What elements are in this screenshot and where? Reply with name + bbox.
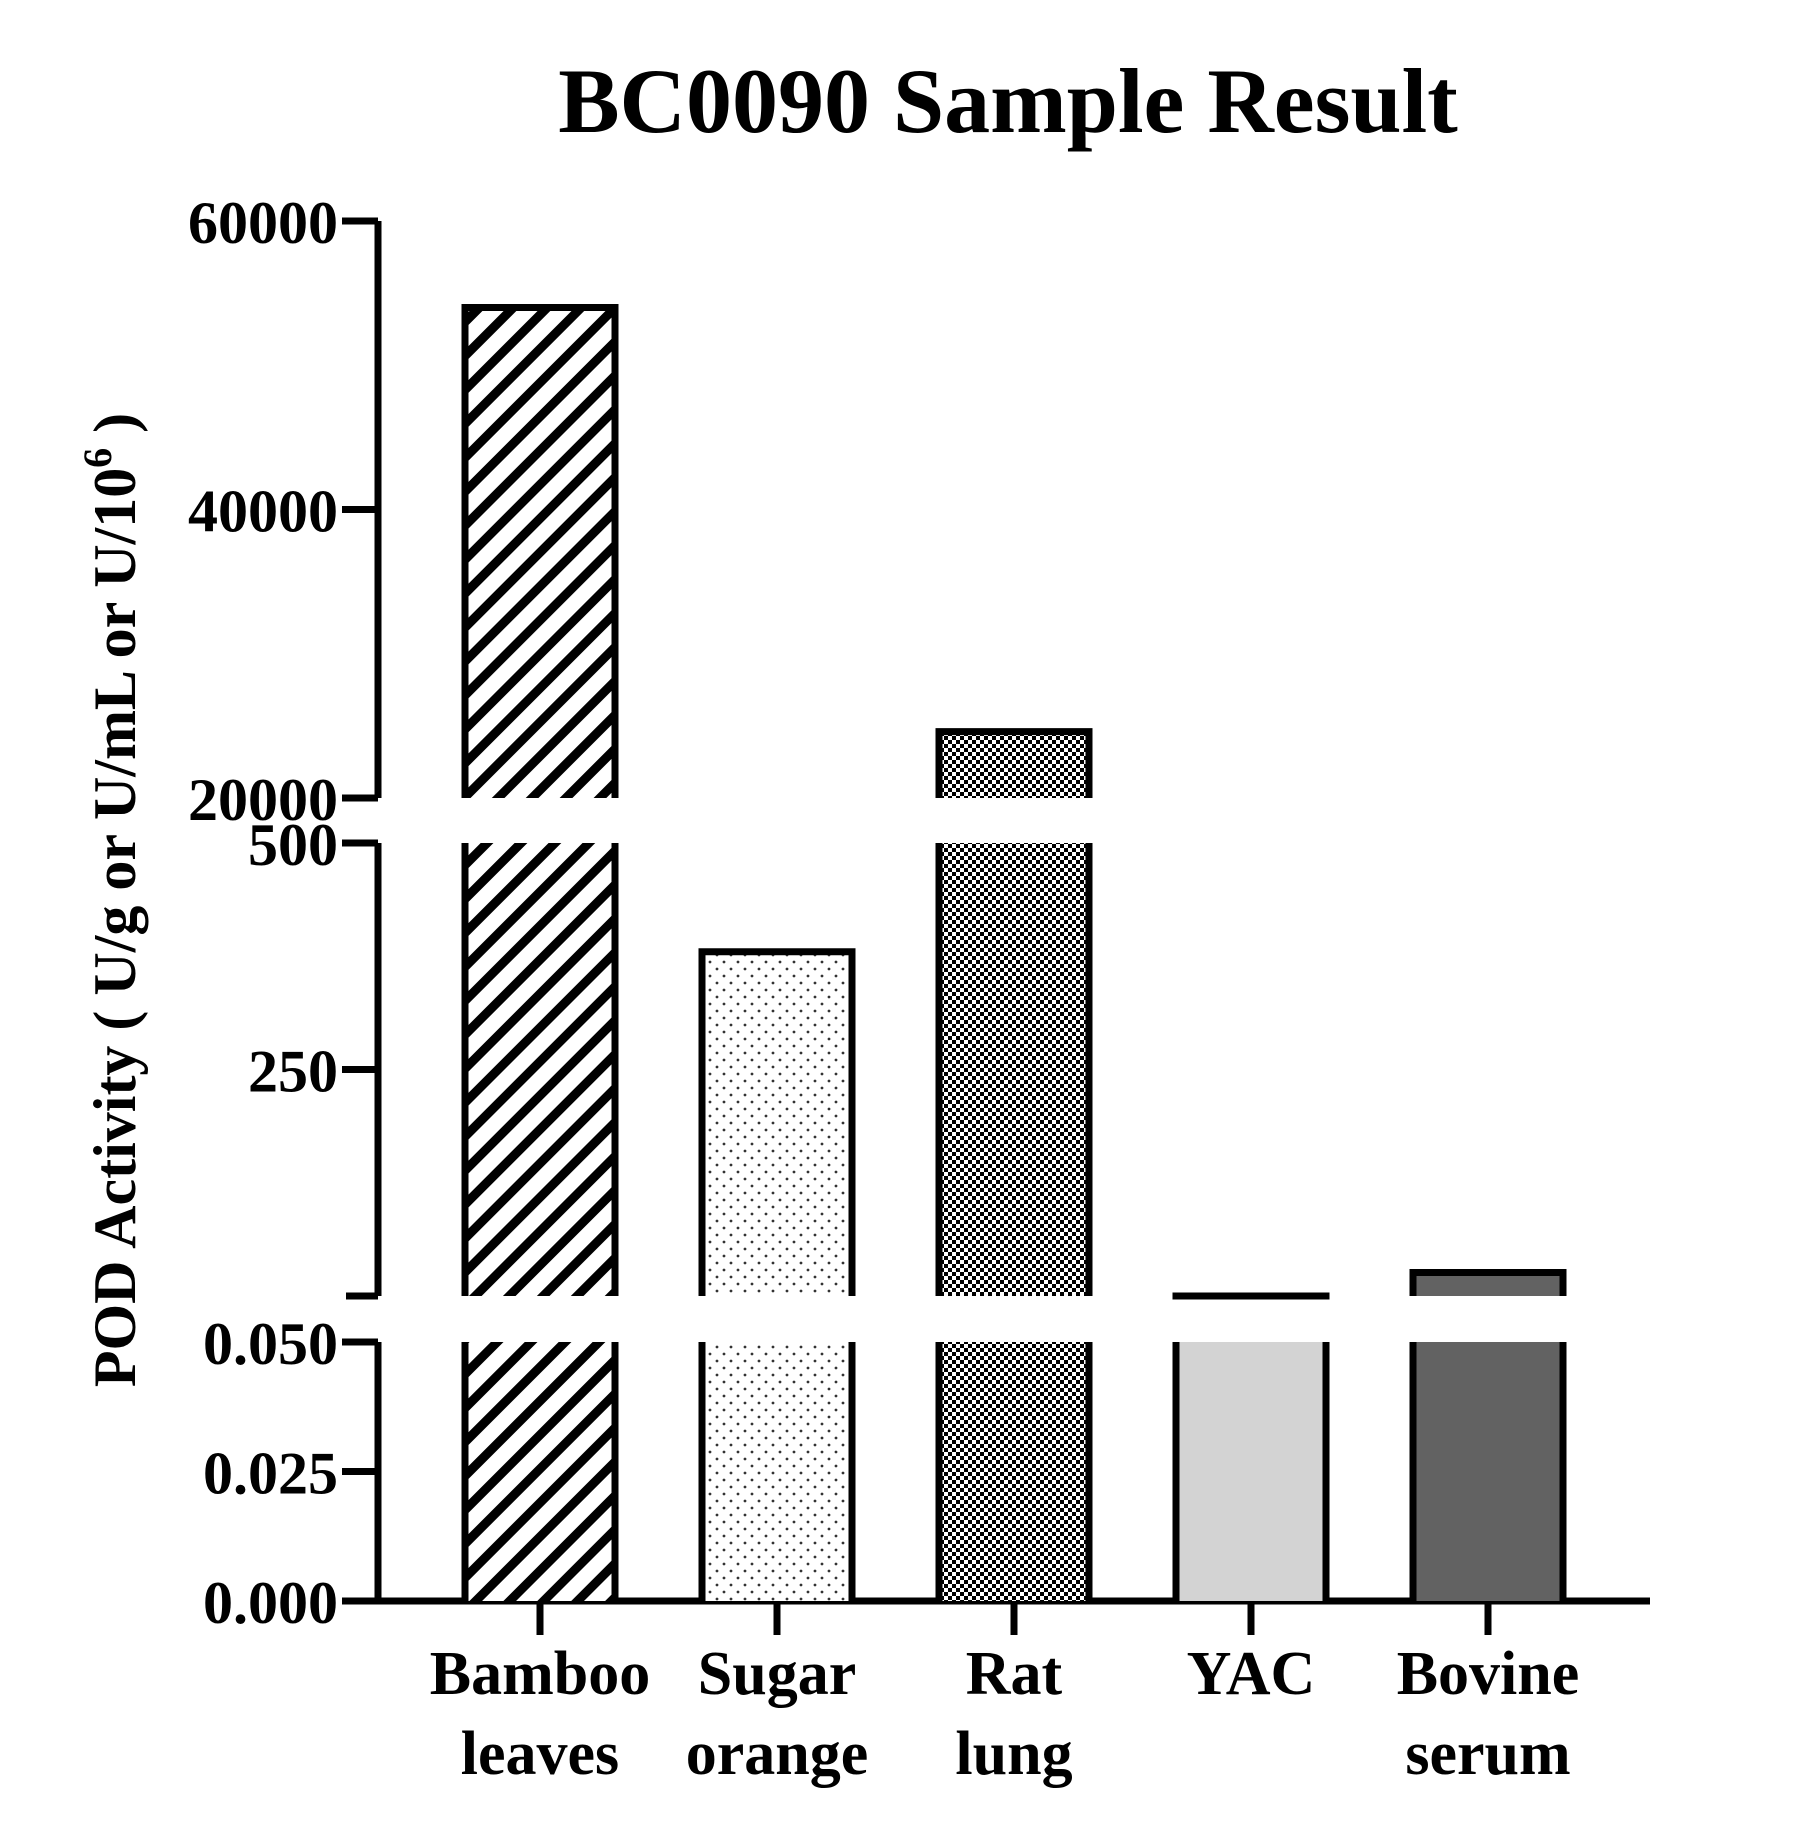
x-tick-label: YAC: [1187, 1640, 1316, 1708]
x-tick-label: Rat: [966, 1640, 1063, 1708]
y-tick-label: 0.050: [203, 1311, 338, 1377]
x-tick-label: serum: [1405, 1720, 1570, 1788]
x-tick-label: orange: [686, 1720, 869, 1788]
y-tick-label: 0.000: [203, 1570, 338, 1636]
x-tick-label: Sugar: [698, 1640, 856, 1708]
y-axis-label-close: ): [82, 413, 148, 448]
bar: [1413, 1342, 1563, 1601]
x-tick-label: leaves: [461, 1720, 619, 1788]
x-tick-label: lung: [955, 1720, 1072, 1788]
bar: [1176, 1342, 1326, 1601]
y-tick-label: 500: [248, 812, 338, 878]
y-tick-label: 0.025: [203, 1441, 338, 1507]
y-tick-label: 20000: [188, 767, 338, 833]
bar: [939, 843, 1089, 1296]
x-tick-label: Bovine: [1397, 1640, 1580, 1708]
bar: [702, 1342, 852, 1601]
y-tick-label: 60000: [188, 190, 338, 256]
y-axis-label: POD Activity ( U/g or U/mL or U/106 ): [75, 413, 148, 1387]
bar: [702, 951, 852, 1296]
bar: [465, 307, 615, 798]
y-tick-label: 250: [248, 1039, 338, 1105]
bar: [939, 731, 1089, 798]
y-tick-label: 40000: [188, 479, 338, 545]
bar: [465, 1342, 615, 1601]
bar: [939, 1342, 1089, 1601]
x-tick-label: Bamboo: [430, 1640, 650, 1708]
y-axis-label-sup: 6: [75, 448, 120, 468]
y-axis-label-main: POD Activity ( U/g or U/mL or U/10: [82, 468, 148, 1387]
bar: [1413, 1272, 1563, 1296]
bar: [465, 843, 615, 1296]
chart-title: BC0090 Sample Result: [558, 50, 1458, 152]
